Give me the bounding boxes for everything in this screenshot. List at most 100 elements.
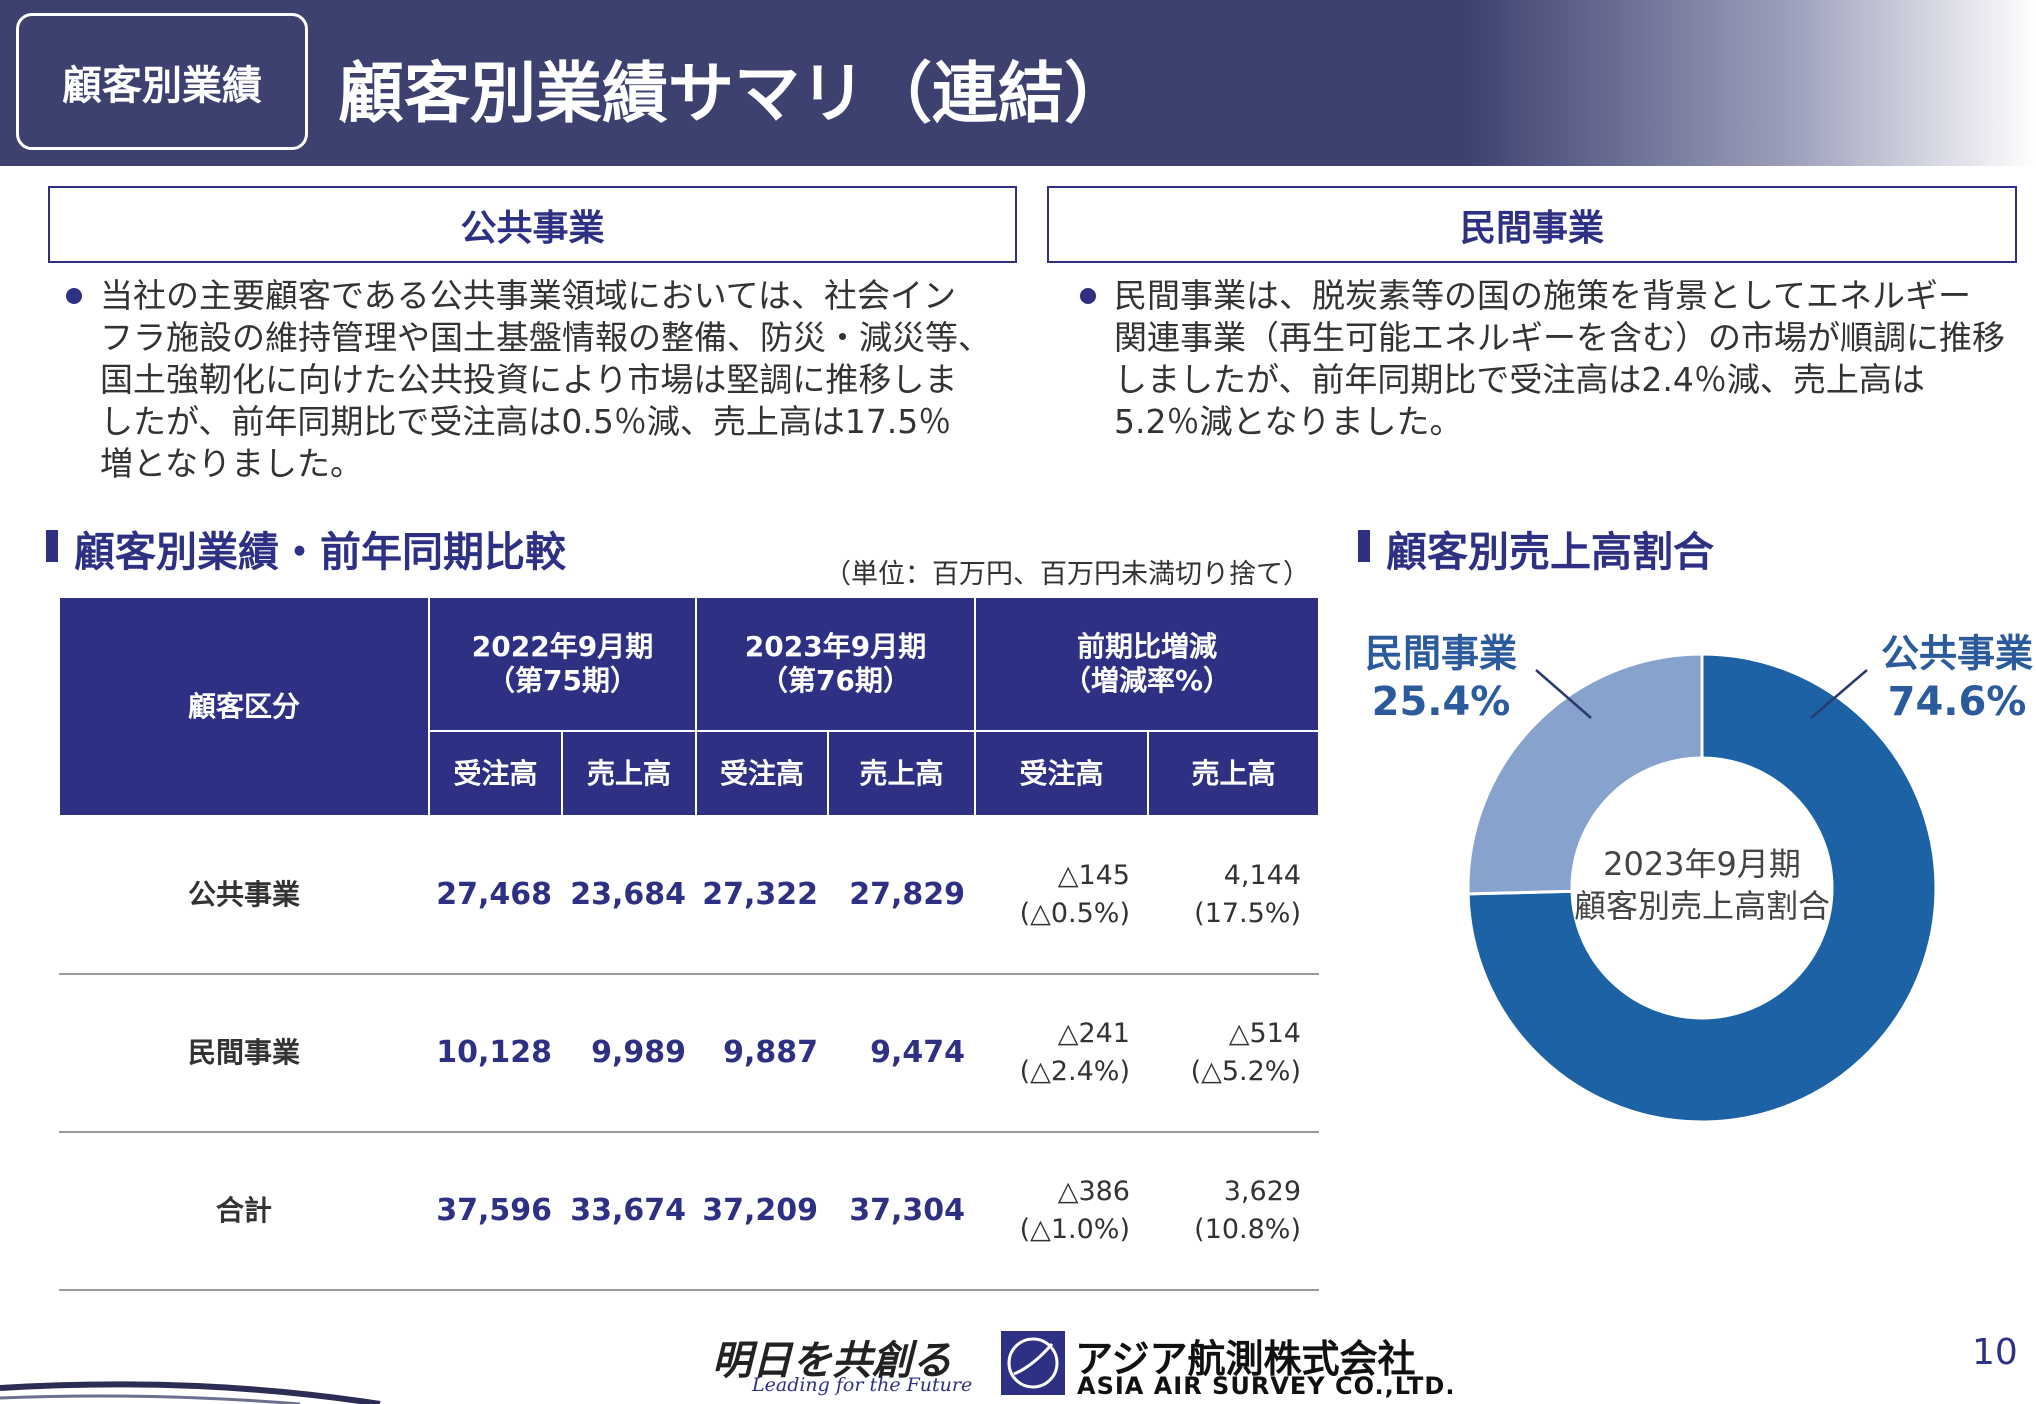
table-cell: 37,304 [828,1132,975,1291]
cell-text: (△5.2%) [1190,1056,1301,1087]
cell-text: △145 [1057,860,1130,891]
header-text: 前期比増減 [1076,630,1217,663]
center-label: 2023年9月期 [1603,845,1801,883]
header-cell: 売上高 [561,730,697,817]
table-row: 合計 37,596 33,674 37,209 37,304 △386 (△1.0%) 3,6… [59,1132,1319,1291]
header-cell: 受注高 [428,730,563,817]
text-line: 5.2％減となりました。 [1114,402,1463,441]
cell-text: 9,887 [723,1035,818,1070]
table-cell: 37,209 [696,1132,828,1291]
cell-text: △386 [1057,1176,1130,1207]
cell-text: △514 [1228,1018,1301,1049]
cell-text: 37,209 [702,1193,818,1228]
bullet [1080,288,1096,304]
table-cell: 10,128 [429,974,562,1133]
cell-text: 4,144 [1223,860,1301,891]
table-cell: 9,887 [696,974,828,1133]
header-tag: 顧客別業績 [16,13,308,150]
bullet [66,288,82,304]
table-cell: 23,684 [562,816,696,975]
heading-marker [1358,530,1370,562]
heading-marker [46,530,58,562]
company-logo [1001,1331,1065,1395]
text-line: 増となりました。 [100,444,364,483]
slogan: 明日を共創る [712,1338,952,1384]
text-line: したが、前年同期比で受注高は0.5％減、売上高は17.5％ [100,402,952,441]
value-label: 74.6% [1888,679,2027,725]
table-cell: △145 (△0.5%) [975,816,1148,975]
cell-text: (10.8%) [1194,1214,1301,1245]
header-text: （第76期） [760,664,911,697]
table-cell: 9,989 [562,974,696,1133]
header-row: 顧客区分 2022年9月期 （第75期） 2023年9月期 （第76期） 前期比増減 （増減… [58,596,1320,817]
cell-text: 27,468 [436,877,552,912]
cell-text: △241 [1057,1018,1130,1049]
category-label: 民間事業 [1365,632,1517,676]
cell-text: 27,829 [849,877,965,912]
cell-text: 10,128 [436,1035,552,1070]
table-cell: 3,629 (10.8%) [1148,1132,1319,1291]
header-cell: 受注高 [695,730,829,817]
table-cell: △386 (△1.0%) [975,1132,1148,1291]
cell-text: 23,684 [570,877,686,912]
cell-text: 37,596 [436,1193,552,1228]
results-table: 顧客区分 2022年9月期 （第75期） 2023年9月期 （第76期） 前期比増減 （増減… [58,596,1320,1291]
text-line: 民間事業は、脱炭素等の国の施策を背景としてエネルギー [1114,276,1972,315]
tagline: Leading for the Future [752,1374,973,1396]
unit-note: （単位：百万円、百万円未満切り捨て） [824,559,1310,590]
center-label: 顧客別売上高割合 [1574,887,1830,925]
header-cell: 売上高 [1147,730,1320,817]
text-line: 当社の主要顧客である公共事業領域においては、社会イン [100,276,957,315]
paragraph: 当社の主要顧客である公共事業領域においては、社会イン フラ施設の維持管理や国土基盤… [100,275,991,485]
header-band [0,0,2036,166]
page-number: 10 [1972,1332,2018,1373]
chart-title: 顧客別売上高割合 [1386,528,1714,576]
cell-text: 9,989 [591,1035,686,1070]
table-cell: 9,474 [828,974,975,1133]
header-cell: 2023年9月期 （第76期） [695,596,976,732]
table-cell: 27,468 [429,816,562,975]
header-cell: 売上高 [827,730,976,817]
donut-segment [1466,652,1704,896]
cell-text: 37,304 [849,1193,965,1228]
company-name-en: ASIA AIR SURVEY CO.,LTD. [1077,1372,1456,1400]
donut-segment [1466,652,1938,1124]
cell-text: (17.5%) [1194,898,1301,929]
header-text: （増減率%） [1062,664,1232,697]
text-line: しましたが、前年同期比で受注高は2.4％減、売上高は [1114,360,1925,399]
footer-curve [0,1381,381,1404]
header-cell: 前期比増減 （増減率%） [974,596,1320,732]
header-cell: 受注高 [974,730,1149,817]
cell-text: (△2.4%) [1019,1056,1130,1087]
header-cell: 顧客区分 [58,596,430,817]
header-text: 2022年9月期 [471,630,654,663]
text-line: フラ施設の維持管理や国土基盤情報の整備、防災・減災等、 [100,318,991,357]
header-text: 2023年9月期 [744,630,927,663]
table-cell: 33,674 [562,1132,696,1291]
table-cell: 37,596 [429,1132,562,1291]
header-title: 顧客別業績サマリ（連結） [338,55,1130,132]
table-cell: 27,322 [696,816,828,975]
text-line: 関連事業（再生可能エネルギーを含む）の市場が順調に推移 [1114,318,2005,357]
row-label: 公共事業 [59,816,429,975]
section-heading: 公共事業 [48,186,1017,263]
table-row: 公共事業 27,468 23,684 27,322 27,829 △145 (△0.5%) 4… [59,816,1319,975]
header-text: （第75期） [487,664,638,697]
table-cell: △241 (△2.4%) [975,974,1148,1133]
cell-text: 33,674 [570,1193,686,1228]
paragraph: 民間事業は、脱炭素等の国の施策を背景としてエネルギー 関連事業（再生可能エネルギー… [1114,275,2005,443]
row-label: 民間事業 [59,974,429,1133]
table-cell: 27,829 [828,816,975,975]
header-row: 受注高 売上高 受注高 売上高 受注高 売上高 [59,730,1320,817]
table-row: 民間事業 10,128 9,989 9,887 9,474 △241 (△2.4%) △514… [59,974,1319,1133]
section-heading: 民間事業 [1047,186,2017,263]
cell-text: 3,629 [1223,1176,1301,1207]
cell-text: 9,474 [870,1035,965,1070]
row-label: 合計 [59,1132,429,1291]
header-cell: 2022年9月期 （第75期） [428,596,697,732]
category-label: 公共事業 [1881,632,2033,676]
table-title: 顧客別業績・前年同期比較 [74,528,566,576]
table-cell: 4,144 (17.5%) [1148,816,1319,975]
